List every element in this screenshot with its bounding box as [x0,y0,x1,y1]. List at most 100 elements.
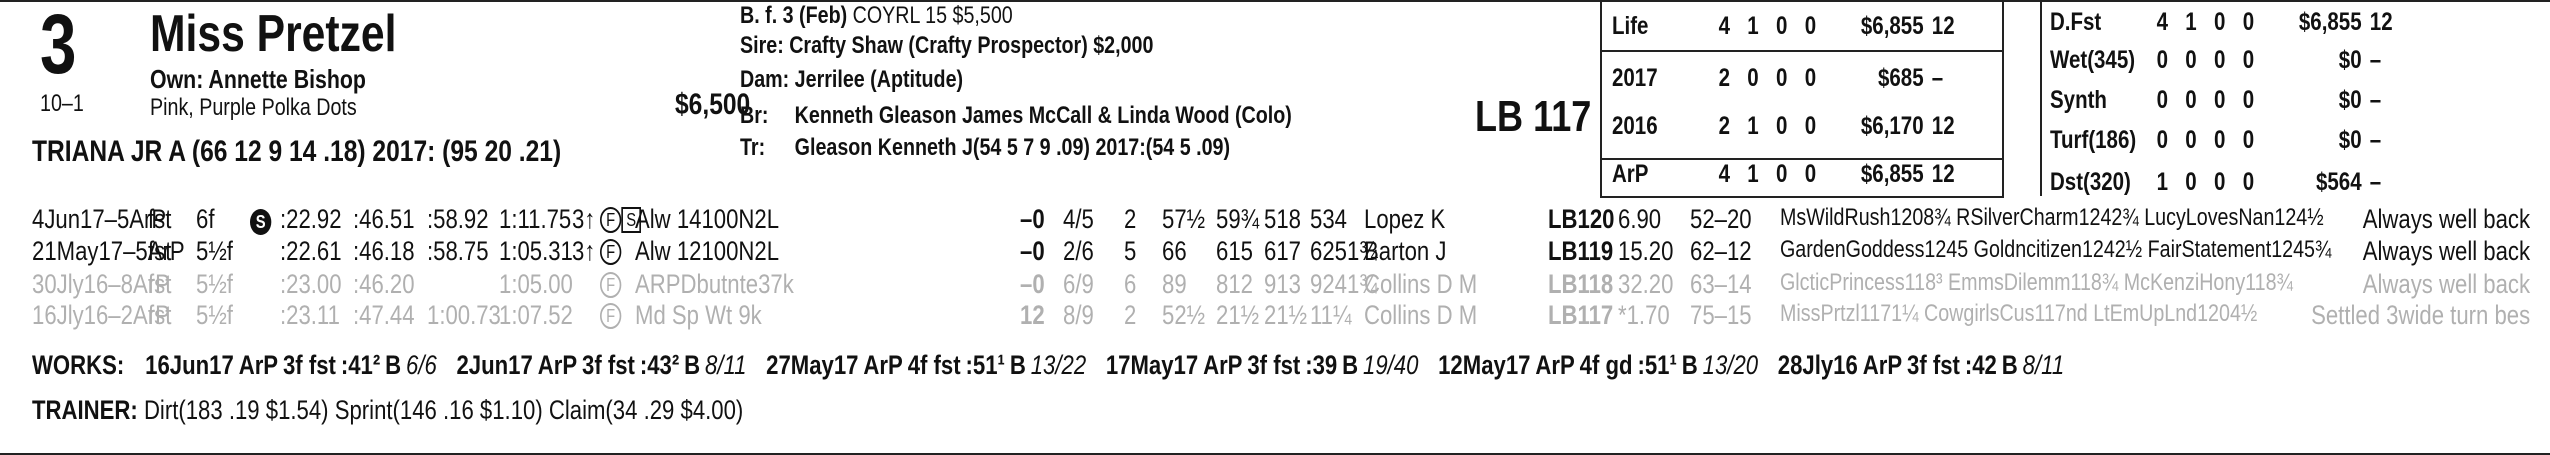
race-pp: 2/6 [1063,236,1094,266]
race-f2: :47.44 [353,300,415,330]
stats-left-box [1600,0,2004,198]
work-item: 28Jly16 ArP 3f fst:42 B 8/11 [1778,350,2069,380]
race-str: 617 [1264,236,1301,266]
fillies-icon: F [600,239,622,265]
stat-right-st: 1 [2156,168,2169,196]
race-race: Alw 14100N2L [635,204,780,234]
race-fin: 1:11.75 [499,204,572,234]
breeder: Kenneth Gleason James McCall & Linda Woo… [794,102,1292,129]
race-rr: –0 [1020,204,1045,234]
work-item: 27May17 ArP 4f fst:51¹ B 13/22 [766,350,1091,380]
stat-right-label: D.Fst [2050,8,2102,36]
race-cond: fst [148,236,172,266]
stat-right-p: 0 [2214,46,2226,74]
race-cond: fst [148,269,172,299]
race-line: 30Jly16–8ArP fst 5½f:23.00:46.20 1:05.00 F AR… [0,269,2550,303]
stats-left-inner2 [1600,158,2004,198]
breeder-label: Br: [740,102,769,129]
race-comp: GardenGoddess1245 Goldncitizen1242½ Fair… [1780,236,2332,263]
race-jockey: Collins D M [1364,300,1478,330]
race-c1: 89 [1162,269,1187,299]
trainer-label: Tr: [740,134,766,161]
stat-right-p: 0 [2214,8,2226,36]
work-dist: 3f fst [1247,350,1301,380]
stat-right-w: 0 [2185,86,2197,114]
race-flags: F [600,269,622,300]
stat-right-earn: $0 [2338,46,2362,74]
race-f1: :23.11 [280,300,340,330]
race-str: 913 [1264,269,1301,299]
work-time: :51¹ [1637,350,1677,380]
work-time: :51¹ [965,350,1005,380]
race-dist: 5½f [196,300,233,330]
race-pp: 4/5 [1063,204,1094,234]
race-comment: Always well back [2362,269,2530,299]
work-item: 2Jun17 ArP 3f fst:43² B 8/11 [456,350,751,380]
dam: Dam: Jerrilee (Aptitude) [740,66,964,93]
stat-left-p: 0 [1776,112,1788,140]
race-rr: –0 [1020,269,1045,299]
race-fn: 11¼ [1310,300,1352,330]
race-f1: :22.61 [280,236,342,266]
race-comp: MsWildRush1208¾ RSilverCharm1242¾ LucyLo… [1780,204,2324,231]
work-grade: B [684,350,701,380]
stat-left-p: 0 [1776,64,1788,92]
bottom-rule [0,453,2550,455]
fillies-icon: F [600,272,622,298]
horse-name: Miss Pretzel [150,5,397,63]
works-row: WORKS: 16Jun17 ArP 3f fst:41² B 6/6 2Jun17 ArP… [32,350,2069,381]
race-race: ARPDbutnte37k [635,269,794,299]
stat-right-spd: 12 [2369,8,2393,36]
race-odds: 32.20 [1618,269,1674,299]
work-date: 2Jun17 [456,350,533,380]
race-cond: fst [148,300,172,330]
race-c1: 52½ [1162,300,1206,330]
program-number: 3 [40,0,77,91]
race-dist: 5½f [196,236,233,266]
stat-left-st: 2 [1718,64,1731,92]
race-age: 3↑ [572,236,596,266]
race-pace: 52–20 [1690,204,1752,234]
claim-price: $6,500 [675,88,751,121]
weight: LB 117 [1475,92,1592,141]
trainer: Gleason Kenneth J(54 5 7 9 .09) 2017:(54… [794,134,1231,161]
work-dist: 3f fst [1907,350,1960,380]
race-rr: 12 [1020,300,1045,330]
stat-right-label: Turf(186) [2050,126,2137,154]
race-dist: 6f [196,204,215,234]
race-wt: LB118 [1548,269,1614,299]
stat-right-w: 1 [2185,8,2197,36]
stat-left-spd: – [1931,64,1944,92]
stat-left-s: 0 [1804,12,1817,40]
stat-left-w: 1 [1747,160,1759,188]
race-jockey: Barton J [1364,236,1447,266]
race-race: Alw 12100N2L [635,236,780,266]
race-c2: 21½ [1216,300,1260,330]
race-pace: 62–12 [1690,236,1752,266]
race-pace: 75–15 [1690,300,1752,330]
race-line: 21May17–5ArP fst 5½f:22.61:46.18:58.75 1:05… [0,236,2550,270]
stat-left-p: 0 [1776,12,1788,40]
race-comment: Always well back [2362,204,2530,234]
race-wt: LB120 [1548,204,1615,234]
stat-right-w: 0 [2185,126,2197,154]
race-comment: Always well back [2362,236,2530,266]
race-fin: 1:05.00 [499,269,573,299]
race-comp: MissPrtzl1171¼ CowgirlsCus117nd LtEmUpLn… [1780,300,2258,327]
race-f1: :22.92 [280,204,342,234]
sire: Sire: Crafty Shaw (Crafty Prospector) $2… [740,32,1154,59]
stat-right-st: 0 [2156,86,2169,114]
race-f3: :58.75 [427,236,489,266]
race-date: 21May17–5ArP [32,236,185,266]
stat-right-earn: $0 [2338,86,2362,114]
race-f1: :23.00 [280,269,342,299]
stat-left-st: 4 [1718,160,1731,188]
stat-right-s: 0 [2242,168,2255,196]
race-st: 6 [1124,269,1137,299]
stat-right-st: 0 [2156,126,2169,154]
race-jockey: Lopez K [1364,204,1446,234]
race-cond: fst [148,204,172,234]
trainer-row: Tr: Gleason Kenneth J(54 5 7 9 .09) 2017… [740,134,1230,162]
work-item: 16Jun17 ArP 3f fst:41² B 6/6 [145,350,442,380]
